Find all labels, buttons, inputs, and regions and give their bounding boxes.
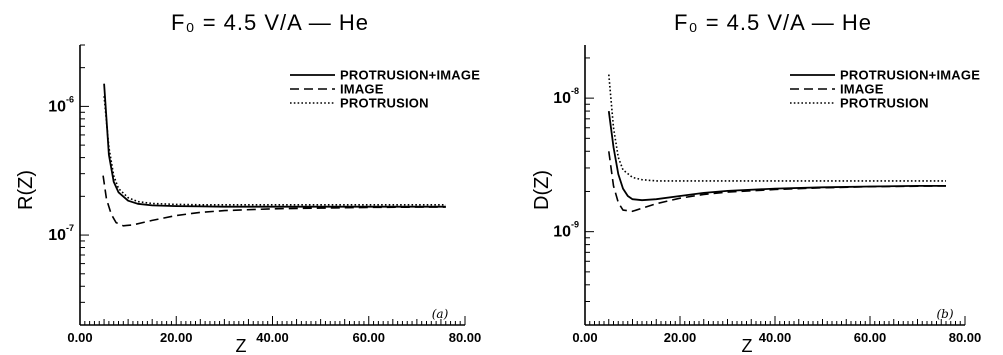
x-tick-label: 20.00: [664, 330, 697, 345]
y-tick-exponent: -6: [66, 94, 74, 104]
y-tick-exponent: -9: [571, 220, 579, 230]
series-line-dotted: [103, 96, 446, 206]
y-tick-label: 10: [48, 98, 66, 115]
chart-panel-b: F₀ = 4.5 V/A — He D(Z) Z (b) 0.00 20.00 40…: [531, 10, 981, 355]
series-line-dotted: [608, 74, 946, 182]
series-line-solid: [103, 83, 446, 208]
chart-title-a: F₀ = 4.5 V/A — He: [171, 10, 369, 35]
chart-title-b: F₀ = 4.5 V/A — He: [674, 10, 872, 35]
x-tick-label: 0.00: [67, 330, 92, 345]
legend-label: PROTRUSION: [840, 96, 929, 111]
y-tick-label: 10: [48, 227, 66, 244]
x-axis-label-a: Z: [236, 336, 247, 355]
x-tick-label: 40.00: [759, 330, 792, 345]
x-tick-label: 20.00: [160, 330, 193, 345]
y-tick-label: 10: [553, 224, 571, 241]
x-tick-label: 60.00: [854, 330, 887, 345]
y-tick-exponent: -8: [571, 86, 579, 96]
panel-label-a: (a): [432, 307, 449, 321]
legend-label: PROTRUSION: [340, 96, 429, 111]
panel-label-b: (b): [936, 307, 953, 321]
x-tick-label: 60.00: [352, 330, 385, 345]
series-line-dashed: [608, 151, 947, 213]
legend-label: PROTRUSION+IMAGE: [340, 68, 480, 83]
series-lines-a: [102, 83, 446, 227]
x-tick-label: 80.00: [449, 330, 482, 345]
y-axis-label-b: D(Z): [531, 170, 553, 210]
x-tick-label: 0.00: [572, 330, 597, 345]
chart-panel-a: F₀ = 4.5 V/A — He R(Z) Z (a) 0.00 20.00 40…: [15, 10, 481, 355]
series-line-dashed: [102, 175, 446, 227]
legend-label: PROTRUSION+IMAGE: [840, 68, 980, 83]
legend-label: IMAGE: [840, 82, 884, 97]
legend-label: IMAGE: [340, 82, 384, 97]
y-tick-exponent: -7: [66, 223, 74, 233]
series-lines-b: [607, 74, 947, 213]
x-tick-label: 40.00: [256, 330, 289, 345]
series-line-solid: [607, 110, 946, 202]
x-axis-label-b: Z: [742, 336, 753, 355]
y-tick-label: 10: [553, 90, 571, 107]
x-tick-label: 80.00: [949, 330, 982, 345]
y-axis-label-a: R(Z): [15, 170, 37, 210]
